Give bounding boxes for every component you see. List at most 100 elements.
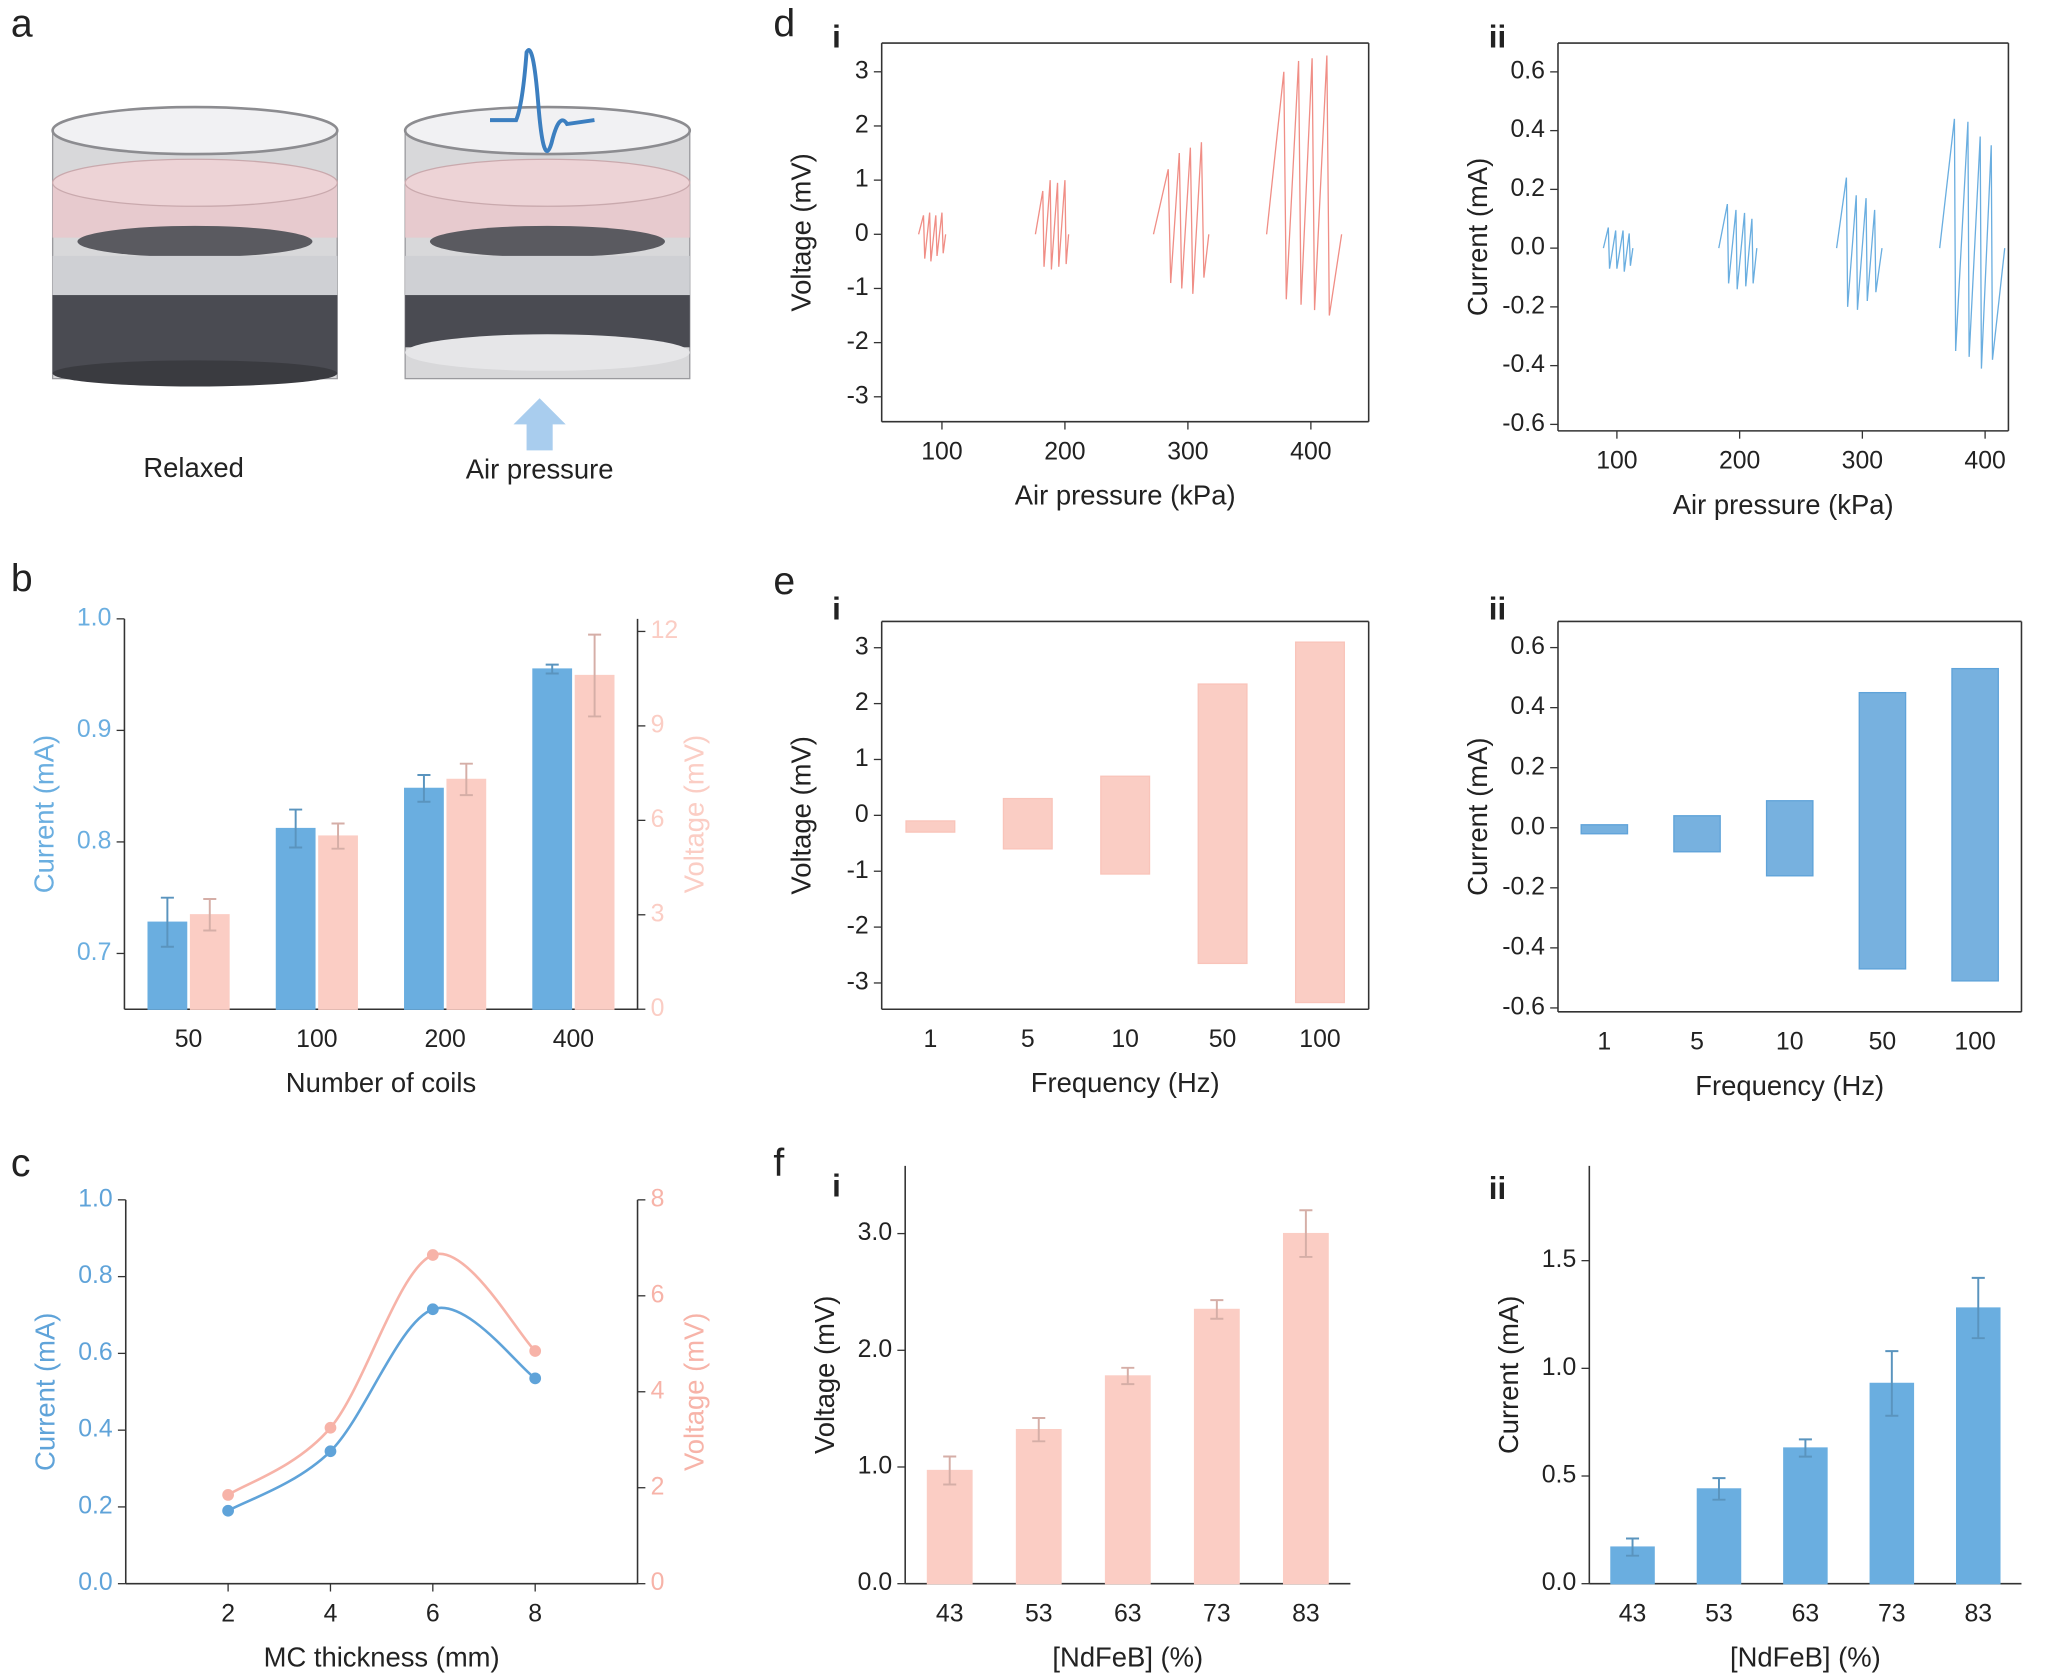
line bbox=[1602, 118, 2006, 369]
caption: Relaxed bbox=[143, 452, 244, 483]
x-tick-label: 400 bbox=[1964, 448, 2005, 475]
y-axis-label: Current (mA) bbox=[1462, 737, 1493, 895]
y-axis-label: Voltage (mV) bbox=[809, 1296, 840, 1454]
y-tick-label: 1 bbox=[855, 745, 869, 772]
y2-axis-label: Voltage (mV) bbox=[679, 735, 710, 893]
x-tick-label: 53 bbox=[1705, 1601, 1733, 1628]
x-tick-label: 73 bbox=[1203, 1601, 1231, 1628]
subpanel-label: i bbox=[832, 591, 841, 626]
x-tick-label: 1 bbox=[923, 1026, 937, 1053]
subpanel-label: i bbox=[832, 1168, 841, 1203]
y-axis-label: Current (mA) bbox=[30, 1313, 61, 1471]
signal-band bbox=[1858, 691, 1907, 970]
x-axis-label: [NdFeB] (%) bbox=[1052, 1642, 1203, 1673]
y2-tick-label: 3 bbox=[651, 900, 665, 927]
subpanel-label: ii bbox=[1489, 1171, 1506, 1206]
x-tick-label: 100 bbox=[1596, 448, 1637, 475]
y-tick-label: 0.2 bbox=[1510, 175, 1544, 202]
y-tick-label: 0.4 bbox=[78, 1416, 113, 1443]
signal-band bbox=[1294, 641, 1345, 1004]
y-axis-label: Current (mA) bbox=[1462, 158, 1493, 316]
y-tick-label: 0.0 bbox=[78, 1569, 112, 1596]
x-tick-label: 43 bbox=[1619, 1601, 1647, 1628]
y-axis-label: Current (mA) bbox=[28, 735, 59, 893]
error-bar bbox=[1798, 1438, 1812, 1458]
error-bar bbox=[331, 822, 345, 850]
x-tick-label: 5 bbox=[1021, 1026, 1035, 1053]
bar bbox=[926, 1469, 973, 1585]
x-tick-label: 400 bbox=[1290, 439, 1331, 466]
y-tick-label: 3 bbox=[855, 57, 869, 84]
y-tick-label: 2 bbox=[855, 112, 869, 139]
marker bbox=[529, 1372, 542, 1385]
caption: Air pressure bbox=[466, 454, 614, 485]
signal-band bbox=[1580, 824, 1629, 835]
signal-band bbox=[1673, 815, 1721, 853]
y-tick-label: -0.2 bbox=[1502, 873, 1545, 900]
error-bar bbox=[943, 1455, 957, 1486]
signal-band bbox=[1002, 797, 1053, 850]
marker bbox=[529, 1345, 542, 1357]
x-tick-label: 100 bbox=[296, 1026, 337, 1053]
x-tick-label: 1 bbox=[1597, 1029, 1611, 1056]
y-tick-label: -2 bbox=[847, 913, 869, 940]
subpanel-label: i bbox=[832, 19, 841, 54]
y2-tick-label: 12 bbox=[651, 617, 679, 644]
x-axis-label: [NdFeB] (%) bbox=[1730, 1642, 1881, 1673]
error-bar bbox=[545, 663, 559, 675]
y-tick-label: 0.0 bbox=[858, 1569, 892, 1596]
bar bbox=[1015, 1428, 1062, 1585]
y-tick-label: 0.2 bbox=[1510, 753, 1544, 780]
y-tick-label: -0.4 bbox=[1502, 933, 1545, 960]
y-tick-label: 0.0 bbox=[1510, 813, 1544, 840]
y2-tick-label: 9 bbox=[651, 711, 665, 738]
x-axis-label: Frequency (Hz) bbox=[1031, 1067, 1220, 1098]
error-bar bbox=[1121, 1366, 1135, 1386]
x-tick-label: 100 bbox=[921, 439, 962, 466]
signal-band bbox=[1951, 667, 1999, 982]
line bbox=[227, 1252, 537, 1497]
x-axis-label: Air pressure (kPa) bbox=[1015, 480, 1236, 511]
error-bar bbox=[1885, 1350, 1899, 1417]
x-tick-label: 73 bbox=[1878, 1601, 1906, 1628]
y2-tick-label: 6 bbox=[651, 806, 665, 833]
error-bar bbox=[1626, 1537, 1640, 1557]
x-tick-label: 43 bbox=[936, 1601, 964, 1628]
panel-label: a bbox=[11, 2, 33, 45]
y2-tick-label: 8 bbox=[651, 1185, 665, 1212]
bar bbox=[189, 914, 230, 1010]
marker bbox=[426, 1303, 439, 1316]
y-tick-label: 2 bbox=[855, 689, 869, 716]
subpanel-label: ii bbox=[1489, 19, 1506, 54]
y-tick-label: 1.0 bbox=[1542, 1354, 1576, 1381]
bar bbox=[1869, 1382, 1915, 1585]
y-axis-label: Voltage (mV) bbox=[786, 736, 817, 894]
y2-tick-label: 0 bbox=[651, 1569, 665, 1596]
x-tick-label: 83 bbox=[1292, 1601, 1320, 1628]
y-tick-label: -2 bbox=[847, 328, 869, 355]
x-tick-label: 300 bbox=[1842, 448, 1883, 475]
y-axis-label: Current (mA) bbox=[1493, 1296, 1524, 1454]
x-axis-label: Number of coils bbox=[286, 1067, 476, 1098]
x-tick-label: 50 bbox=[1869, 1029, 1897, 1056]
signal-band bbox=[1197, 683, 1248, 965]
signal-band bbox=[905, 820, 956, 833]
error-bar bbox=[1299, 1209, 1313, 1258]
x-tick-label: 100 bbox=[1954, 1029, 1995, 1056]
panel-label: d bbox=[773, 2, 795, 45]
y-tick-label: 1.0 bbox=[77, 604, 111, 631]
x-tick-label: 400 bbox=[553, 1026, 594, 1053]
x-tick-label: 5 bbox=[1690, 1029, 1704, 1056]
y-tick-label: 0 bbox=[855, 220, 869, 247]
error-bar bbox=[1712, 1477, 1726, 1501]
signal-band bbox=[1765, 800, 1814, 877]
bar bbox=[1193, 1308, 1240, 1585]
x-tick-label: 10 bbox=[1111, 1026, 1139, 1053]
y-tick-label: 0.6 bbox=[1510, 633, 1544, 660]
bar bbox=[1104, 1375, 1151, 1585]
panel-label: c bbox=[11, 1142, 31, 1185]
error-bar bbox=[588, 633, 602, 718]
bar bbox=[1282, 1232, 1329, 1585]
error-bar bbox=[417, 774, 431, 803]
